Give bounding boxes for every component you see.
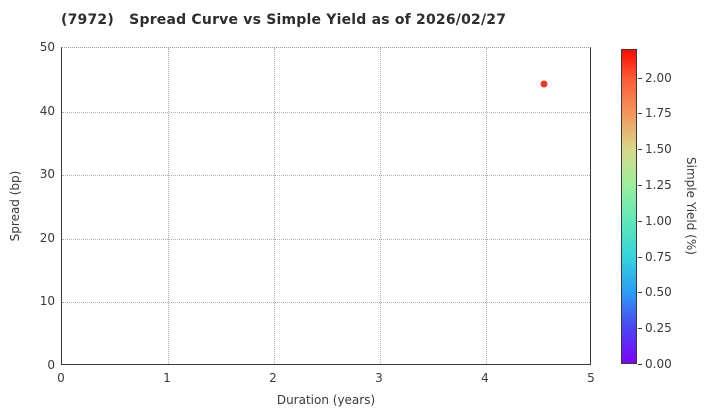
y-tick-label: 50 [39, 40, 55, 54]
x-tick-label: 0 [57, 371, 65, 385]
chart-title: (7972) Spread Curve vs Simple Yield as o… [61, 12, 507, 28]
colorbar-tick-label: 1.00 [645, 213, 672, 228]
plot-area [61, 47, 591, 365]
colorbar-tickmark [638, 328, 642, 330]
colorbar-tick-label: 1.50 [645, 142, 672, 157]
gridline-horizontal [62, 238, 590, 240]
colorbar-gradient [622, 50, 636, 363]
colorbar-tickmark [638, 220, 642, 222]
x-tick-label: 5 [587, 371, 595, 385]
colorbar-tickmark [638, 77, 642, 79]
colorbar [621, 49, 637, 364]
colorbar-tickmark [638, 256, 642, 258]
colorbar-axis-label: Simple Yield (%) [684, 157, 698, 255]
colorbar-tickmark [638, 149, 642, 151]
gridline-horizontal [62, 302, 590, 304]
colorbar-tick-label: 0.50 [645, 285, 672, 300]
colorbar-tickmark [638, 113, 642, 115]
y-tick-label: 40 [39, 103, 55, 118]
colorbar-tick-label: 2.00 [645, 70, 672, 85]
y-tick-label: 30 [39, 167, 55, 182]
x-tick-label: 2 [269, 371, 277, 385]
colorbar-tick-label: 0.25 [645, 321, 672, 336]
colorbar-tickmark [638, 185, 642, 187]
x-tick-label: 4 [481, 371, 489, 385]
x-tick-label: 3 [375, 371, 383, 385]
y-tick-label: 0 [47, 358, 55, 372]
gridline-vertical [486, 48, 487, 364]
y-axis-label: Spread (bp) [8, 170, 22, 242]
colorbar-tickmark [638, 364, 642, 365]
gridline-horizontal [62, 175, 590, 177]
gridline-vertical [274, 48, 275, 364]
gridline-horizontal [62, 111, 590, 113]
colorbar-tick-label: 1.25 [645, 178, 672, 193]
gridline-vertical [168, 48, 169, 364]
y-tick-label: 10 [39, 294, 55, 309]
x-axis-label: Duration (years) [276, 393, 376, 407]
colorbar-tickmark [638, 292, 642, 294]
data-point [540, 80, 548, 88]
colorbar-tick-label: 0.00 [645, 357, 672, 371]
gridline-vertical [380, 48, 381, 364]
y-tick-label: 20 [39, 230, 55, 245]
x-tick-label: 1 [163, 371, 171, 385]
colorbar-tick-label: 1.75 [645, 106, 672, 121]
colorbar-tick-label: 0.75 [645, 249, 672, 264]
